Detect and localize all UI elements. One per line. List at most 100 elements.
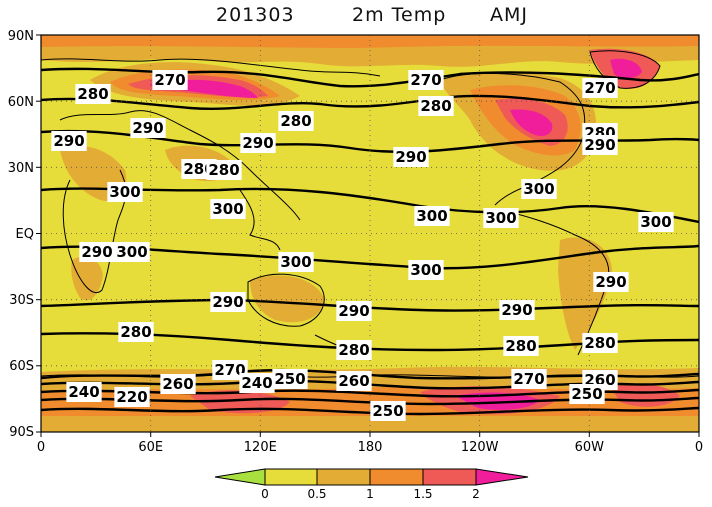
contour-label: 250 — [571, 385, 602, 403]
contour-label: 280 — [505, 337, 536, 355]
contour-label-box — [75, 84, 111, 104]
contour-label-box — [418, 96, 454, 116]
contour-label-box — [152, 70, 188, 90]
contour-label-box — [336, 340, 372, 360]
plot-title: 201303 2m Temp AMJ — [0, 4, 712, 32]
colorbar-tick: 1 — [366, 487, 374, 501]
contour-label: 300 — [280, 253, 311, 271]
contour-label: 290 — [81, 243, 112, 261]
contour-label: 220 — [116, 388, 147, 406]
contour-label: 300 — [212, 200, 243, 218]
colorbar-tick: 2 — [472, 487, 480, 501]
title-date: 201303 — [216, 4, 295, 26]
contour-label-box — [521, 179, 557, 199]
lon-tick: 120E — [244, 440, 277, 455]
samerica-warm — [558, 237, 612, 350]
contour-label: 290 — [132, 119, 163, 137]
contour-label: 280 — [208, 161, 239, 179]
contour-label: 300 — [523, 180, 554, 198]
latitude-labels: 90N 60N 30N EQ 30S 60S 90S — [8, 29, 34, 440]
colorbar-tick: 1.5 — [413, 487, 432, 501]
contour-label-box — [210, 199, 246, 219]
colorbar-segment — [316, 468, 371, 486]
contour-label-box — [582, 135, 618, 155]
contour-label-box — [593, 272, 629, 292]
contour-label: 260 — [338, 372, 369, 390]
contour-label-box — [118, 322, 154, 342]
contour-label: 300 — [116, 243, 147, 261]
colorbar: 0 0.5 1 1.5 2 — [214, 468, 529, 501]
contour-label-box — [210, 292, 246, 312]
contour-label: 270 — [513, 370, 544, 388]
lat-tick: 90N — [8, 29, 34, 44]
contour-label: 240 — [241, 374, 272, 392]
contour-label: 270 — [154, 71, 185, 89]
contour-label-box — [483, 208, 519, 228]
colorbar-segment — [369, 468, 424, 486]
contour-label-box — [240, 133, 276, 153]
map-field — [41, 35, 699, 432]
contour-label-box — [503, 336, 539, 356]
contour-label-box — [160, 374, 196, 394]
contour-label: 290 — [338, 302, 369, 320]
contour-label-box — [582, 78, 618, 98]
lat-tick: 90S — [9, 425, 34, 440]
contour-label-box — [239, 373, 275, 393]
lon-tick: 180 — [358, 440, 383, 455]
lon-tick: 0 — [695, 440, 703, 455]
lat-tick: 60S — [9, 359, 34, 374]
contour-label: 300 — [109, 183, 140, 201]
contour-label-box — [370, 401, 406, 421]
contour-label-box — [408, 70, 444, 90]
contour-label-box — [336, 371, 372, 391]
contour-label: 280 — [77, 85, 108, 103]
contour-label: 290 — [595, 273, 626, 291]
contour-label-box — [107, 182, 143, 202]
contour-label-box — [336, 301, 372, 321]
contour-label-box — [582, 333, 618, 353]
namerica-warm-4 — [510, 109, 553, 136]
contour-label: 290 — [53, 132, 84, 150]
contour-label: 300 — [410, 261, 441, 279]
lon-tick: 60W — [575, 440, 605, 455]
title-season: AMJ — [490, 4, 528, 26]
colorbar-tick: 0 — [261, 487, 269, 501]
lon-tick: 60E — [138, 440, 163, 455]
contour-label-box — [408, 260, 444, 280]
contour-label: 270 — [410, 71, 441, 89]
contour-label-box — [499, 300, 535, 320]
contour-label: 250 — [274, 370, 305, 388]
contour-label-box — [272, 369, 308, 389]
contour-label: 300 — [640, 213, 671, 231]
contour-label: 290 — [212, 293, 243, 311]
safrica-warm — [71, 256, 103, 301]
contour-label: 280 — [338, 341, 369, 359]
contour-label-box — [638, 212, 674, 232]
contour-label: 290 — [584, 136, 615, 154]
contour-label: 240 — [68, 383, 99, 401]
contour-label: 300 — [416, 207, 447, 225]
contour-label-box — [212, 360, 248, 380]
australia-warm — [250, 275, 325, 323]
colorbar-segment — [214, 468, 266, 486]
contour-label: 250 — [372, 402, 403, 420]
contour-label-box — [51, 131, 87, 151]
contour-label: 280 — [420, 97, 451, 115]
contour-label: 280 — [120, 323, 151, 341]
contour-label: 270 — [214, 361, 245, 379]
greenland-warm-2 — [610, 58, 642, 79]
lon-tick: 0 — [37, 440, 45, 455]
colorbar-segment — [475, 468, 529, 486]
contour-labels: 270 270 270 280 280 280 280 280 280 290 290 290 290 2… — [51, 70, 674, 421]
contour-label-box — [206, 160, 242, 180]
antarctic-warm-a — [190, 390, 290, 414]
contour-label-box — [130, 118, 166, 138]
contour-label: 300 — [485, 209, 516, 227]
longitude-labels: 0 60E 120E 180 120W 60W 0 — [37, 440, 703, 455]
lat-tick: 30N — [8, 161, 34, 176]
lat-tick: 60N — [8, 95, 34, 110]
lat-tick: EQ — [16, 227, 34, 242]
contour-label-box — [569, 384, 605, 404]
contour-label-box — [393, 147, 429, 167]
